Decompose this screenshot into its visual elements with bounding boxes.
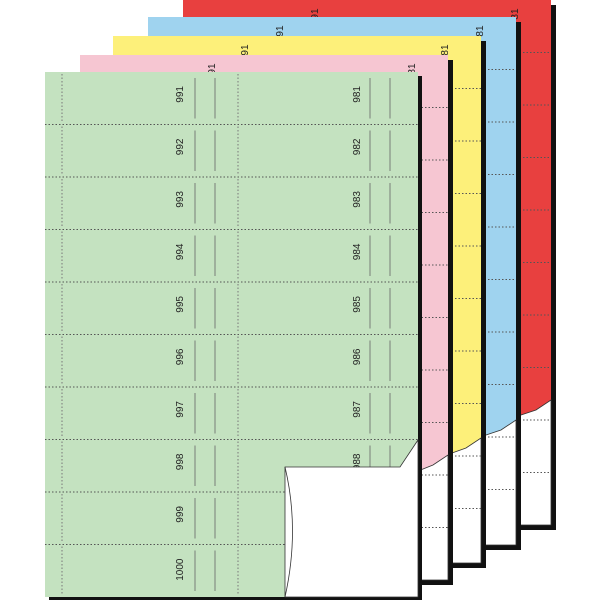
ticket-number: 91 bbox=[310, 8, 321, 20]
ticket-number: 985 bbox=[352, 296, 363, 313]
ticket-number: 994 bbox=[175, 243, 186, 260]
ticket-number: 987 bbox=[352, 401, 363, 418]
ticket-number: 998 bbox=[175, 453, 186, 470]
ticket-number: 999 bbox=[175, 506, 186, 523]
ticket-number: 81 bbox=[440, 44, 451, 56]
ticket-number: 81 bbox=[475, 25, 486, 37]
ticket-number: 984 bbox=[352, 243, 363, 260]
ticket-number: 993 bbox=[175, 191, 186, 208]
sheet-curl bbox=[284, 438, 419, 598]
ticket-number: 982 bbox=[352, 138, 363, 155]
ticket-number: 91 bbox=[240, 44, 251, 56]
ticket-number: 988 bbox=[352, 453, 363, 470]
ticket-number: 996 bbox=[175, 348, 186, 365]
ticket-number: 986 bbox=[352, 348, 363, 365]
ticket-number: 981 bbox=[352, 86, 363, 103]
ticket-number: 983 bbox=[352, 191, 363, 208]
ticket-number: 81 bbox=[407, 63, 418, 75]
ticket-number: 91 bbox=[275, 25, 286, 37]
ticket-number: 997 bbox=[175, 401, 186, 418]
curl-edge bbox=[284, 466, 293, 598]
ticket-number: 995 bbox=[175, 296, 186, 313]
ticket-number: 991 bbox=[175, 86, 186, 103]
ticket-number: 992 bbox=[175, 138, 186, 155]
ticket-number: 91 bbox=[207, 63, 218, 75]
ticket-number: 1000 bbox=[175, 558, 186, 581]
ticket-number: 81 bbox=[510, 8, 521, 20]
